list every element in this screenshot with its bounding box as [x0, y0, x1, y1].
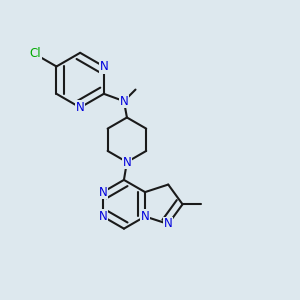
Text: N: N [120, 94, 128, 108]
Text: N: N [164, 218, 172, 230]
Text: N: N [122, 156, 131, 169]
Text: Cl: Cl [30, 46, 41, 60]
Text: N: N [76, 101, 85, 114]
Text: N: N [100, 60, 108, 73]
Text: N: N [98, 210, 107, 223]
Text: N: N [141, 210, 149, 223]
Text: N: N [98, 186, 107, 199]
